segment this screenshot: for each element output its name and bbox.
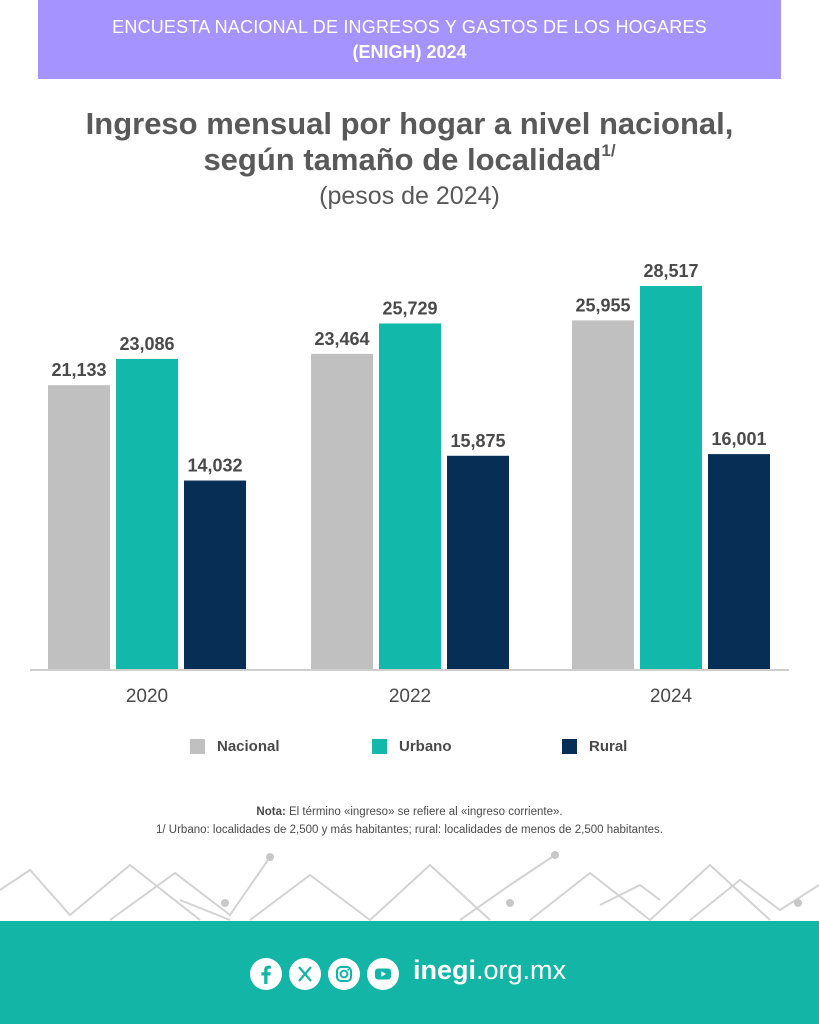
bar-nacional-2024 [572, 320, 634, 669]
banner-subtitle: (ENIGH) 2024 [352, 42, 467, 62]
facebook-icon[interactable] [250, 958, 282, 990]
deco-dot [794, 899, 802, 907]
deco-line [689, 878, 819, 921]
footer-bar [0, 921, 819, 1024]
deco-dot [221, 899, 229, 907]
legend-label-urbano: Urbano [399, 737, 452, 755]
legend-swatch-rural [562, 738, 577, 754]
website-domain: inegi [413, 955, 477, 985]
deco-dot [506, 899, 514, 907]
decorative-pattern [0, 851, 819, 922]
data-label-nacional-2022: 23,464 [314, 329, 369, 349]
chart-title-line1: Ingreso mensual por hogar a nivel nacion… [85, 106, 734, 141]
x-tick-label-2024: 2024 [650, 686, 693, 707]
deco-line [109, 856, 271, 921]
data-label-nacional-2024: 25,955 [575, 295, 630, 315]
footnote-line: 1/ Urbano: localidades de 2,500 y más ha… [156, 824, 663, 836]
note-label: Nota: [256, 806, 286, 818]
data-label-urbano-2020: 23,086 [119, 334, 174, 354]
bar-urbano-2022 [379, 323, 441, 669]
bar-rural-2024 [708, 454, 770, 669]
x-tick-label-2022: 2022 [389, 686, 431, 707]
deco-line [529, 863, 771, 922]
data-label-urbano-2022: 25,729 [382, 298, 437, 318]
chart-subtitle: (pesos de 2024) [319, 182, 500, 210]
legend-item-urbano: Urbano [372, 736, 452, 756]
chart-title-line2: según tamaño de localidad1/ [0, 140, 819, 178]
data-label-rural-2022: 15,875 [450, 431, 505, 451]
instagram-icon[interactable] [328, 958, 360, 990]
bar-urbano-2024 [640, 286, 702, 669]
bar-nacional-2020 [48, 385, 110, 669]
title-footnote-mark: 1/ [601, 140, 616, 160]
chart-title-line2-text: según tamaño de localidad [203, 142, 602, 177]
deco-line [179, 899, 231, 921]
deco-line [0, 863, 201, 921]
x-icon[interactable] [289, 958, 321, 990]
website-link[interactable]: inegi.org.mx [413, 955, 566, 986]
deco-line [459, 854, 556, 921]
bar-nacional-2022 [311, 353, 373, 669]
data-label-rural-2020: 14,032 [187, 456, 242, 476]
legend-swatch-urbano [372, 738, 387, 754]
banner-title: ENCUESTA NACIONAL DE INGRESOS Y GASTOS D… [112, 17, 707, 37]
data-label-urbano-2024: 28,517 [643, 261, 698, 281]
youtube-icon[interactable] [367, 958, 399, 990]
deco-dot [551, 851, 559, 859]
deco-line [249, 863, 491, 922]
note-text: El término «ingreso» se refiere al «ingr… [285, 806, 563, 818]
legend-item-rural: Rural [562, 736, 627, 756]
legend-swatch-nacional [190, 738, 205, 754]
survey-banner: ENCUESTA NACIONAL DE INGRESOS Y GASTOS D… [38, 0, 781, 79]
website-suffix: .org.mx [476, 955, 567, 985]
deco-line [599, 883, 661, 906]
bar-chart: 21,133 23,086 14,032 2020 23,464 25,729 15,875… [30, 261, 789, 707]
deco-dot [266, 853, 274, 861]
legend-label-rural: Rural [589, 737, 628, 755]
data-label-nacional-2020: 21,133 [51, 360, 106, 380]
social-icons [250, 958, 406, 990]
bar-rural-2020 [184, 480, 246, 669]
data-label-rural-2024: 16,001 [711, 429, 766, 449]
bar-rural-2022 [447, 455, 509, 669]
bar-urbano-2020 [116, 358, 178, 669]
legend-label-nacional: Nacional [217, 737, 280, 755]
legend-item-nacional: Nacional [190, 736, 280, 756]
x-tick-label-2020: 2020 [126, 686, 168, 707]
note-line: Nota: El término «ingreso» se refiere al… [0, 806, 819, 818]
